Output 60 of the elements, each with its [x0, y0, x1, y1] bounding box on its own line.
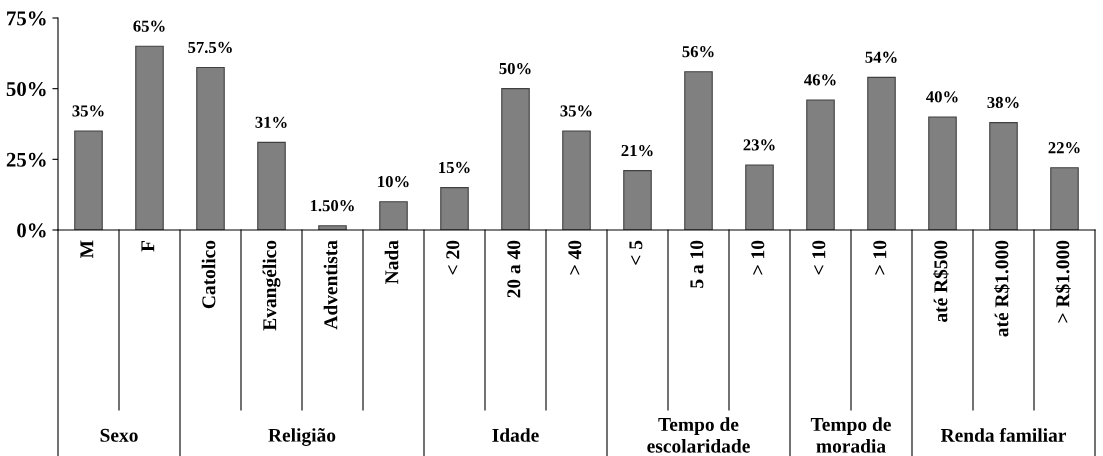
bar — [440, 187, 469, 230]
y-tick-label: 50% — [6, 82, 46, 97]
x-tick-label: 5 a 10 — [690, 240, 704, 288]
data-label: 35% — [72, 105, 104, 117]
data-label: 23% — [743, 139, 775, 151]
bar — [806, 99, 835, 230]
x-tick-label: 20 a 40 — [507, 240, 521, 298]
y-tick-label: 25% — [6, 152, 46, 167]
data-label: 38% — [987, 96, 1019, 109]
bar — [989, 122, 1018, 230]
bar — [379, 201, 408, 230]
bar — [196, 66, 225, 230]
x-tick-label: Catolico — [201, 240, 216, 309]
data-label: 35% — [560, 105, 592, 117]
bar — [745, 164, 774, 230]
data-label: 57.5% — [188, 41, 232, 54]
x-tick-label: M — [80, 240, 94, 259]
data-label: 50% — [499, 62, 531, 75]
x-tick-label: até R$1.000 — [994, 240, 1010, 337]
text: Idade — [492, 428, 539, 442]
bar — [623, 170, 652, 230]
data-label: 65% — [133, 20, 165, 32]
y-tick-label: 75% — [7, 11, 46, 26]
data-label: 21% — [621, 144, 653, 157]
data-label: 54% — [865, 51, 897, 63]
bar — [867, 76, 896, 230]
data-label: 10% — [378, 175, 409, 188]
x-tick-label: > R$1.000 — [1055, 240, 1071, 323]
bar — [684, 71, 713, 230]
text: Tempo de escolaridade — [647, 417, 750, 453]
bar — [257, 141, 286, 230]
bar — [928, 116, 957, 230]
bar — [1050, 167, 1079, 230]
text: Renda familiar — [940, 427, 1066, 442]
bar — [501, 88, 530, 230]
data-label: 1.50% — [310, 200, 354, 212]
x-tick-label: Evangélico — [262, 240, 281, 331]
text: Sexo — [100, 428, 138, 442]
x-tick-label: Nada — [384, 240, 399, 284]
data-label: 31% — [255, 116, 287, 128]
x-tick-label: F — [141, 240, 155, 252]
bar — [74, 130, 103, 230]
bar — [562, 130, 591, 230]
x-tick-label: < 10 — [812, 240, 826, 275]
x-tick-label: > 40 — [568, 240, 582, 275]
data-label: 46% — [804, 74, 836, 86]
x-tick-label: < 5 — [629, 240, 643, 265]
text: Tempo de moradia — [810, 417, 891, 453]
data-label: 40% — [926, 91, 958, 103]
text: Religião — [268, 428, 336, 446]
x-tick-label: < 20 — [446, 240, 460, 275]
y-tick-label: 0% — [17, 223, 46, 238]
x-tick-label: até R$500 — [933, 240, 949, 322]
bar — [135, 45, 164, 230]
x-tick-label: > 10 — [873, 240, 887, 275]
data-label: 56% — [682, 45, 714, 58]
x-tick-label: Adventista — [323, 240, 338, 330]
x-tick-label: > 10 — [751, 240, 765, 275]
data-label: 15% — [439, 161, 470, 174]
data-label: 22% — [1048, 142, 1080, 154]
